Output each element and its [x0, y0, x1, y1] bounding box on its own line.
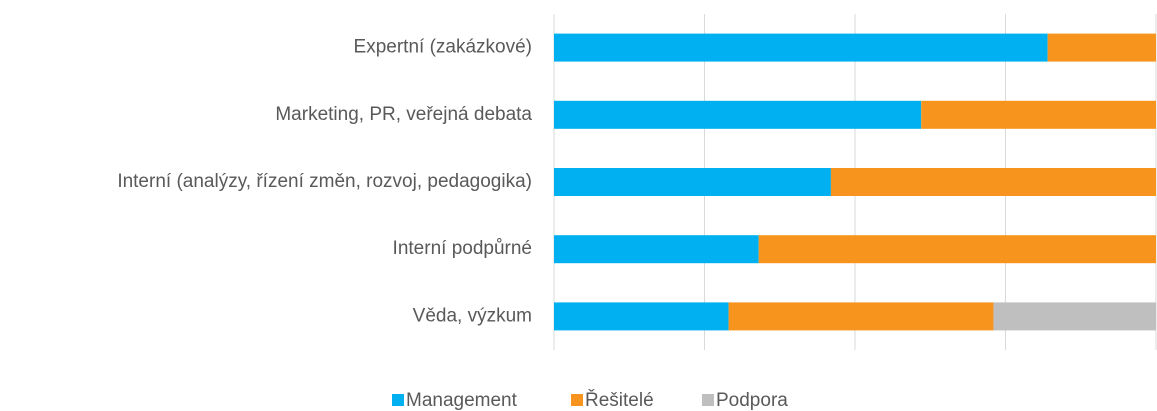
legend-label: Management: [406, 390, 518, 411]
bar-segment: [758, 235, 1156, 264]
y-tick-label: Marketing, PR, veřejná debata: [275, 104, 532, 125]
y-tick-label: Expertní (zakázkové): [354, 37, 532, 58]
bar-segment: [830, 168, 1156, 196]
bar-segment: [1047, 33, 1156, 62]
bar-segment: [554, 168, 831, 196]
legend-label: Řešitelé: [585, 389, 654, 411]
legend-swatch: [571, 394, 583, 406]
bar-segment: [921, 100, 1156, 129]
bar-segment: [993, 302, 1156, 331]
legend-swatch: [702, 394, 714, 406]
bar-segment: [728, 302, 994, 331]
y-tick-label: Věda, výzkum: [413, 305, 532, 326]
bar-segment: [554, 100, 922, 129]
legend-swatch: [392, 394, 404, 406]
bar-segment: [554, 33, 1048, 62]
bar-segment: [554, 235, 759, 264]
bar-segment: [554, 302, 729, 331]
legend-label: Podpora: [716, 390, 788, 411]
y-tick-label: Interní podpůrné: [393, 238, 532, 259]
y-tick-label: Interní (analýzy, řízení změn, rozvoj, p…: [117, 171, 532, 192]
